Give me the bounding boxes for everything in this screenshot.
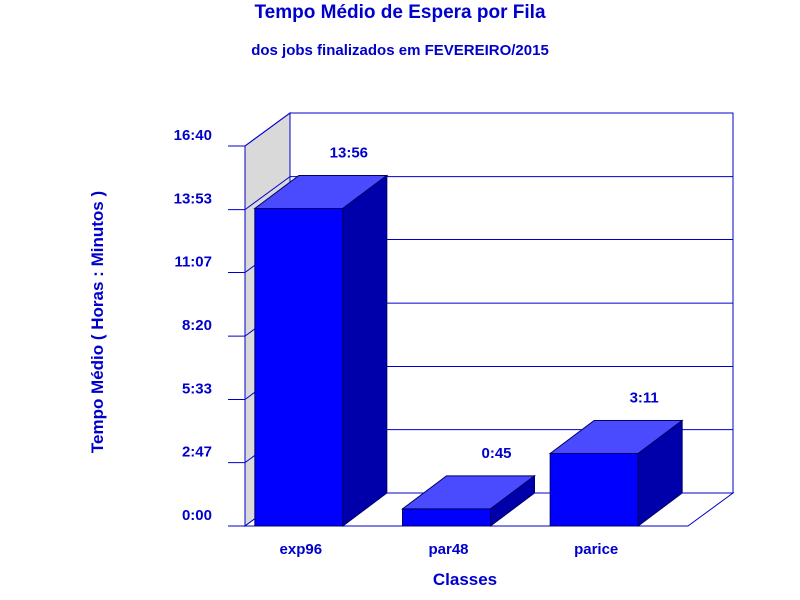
x-tick-label: exp96: [280, 541, 323, 558]
y-tick-label: 8:20: [182, 317, 212, 334]
y-tick-label: 5:33: [182, 380, 212, 397]
bar-front: [254, 207, 344, 527]
chart-subtitle: dos jobs finalizados em FEVEREIRO/2015: [251, 42, 549, 59]
data-label: 13:56: [330, 144, 368, 161]
y-tick-label: 16:40: [174, 127, 212, 144]
y-tick-label: 13:53: [174, 191, 212, 208]
data-label: 3:11: [630, 390, 659, 407]
bar-exp96: [253, 174, 389, 527]
bar-par48: [401, 474, 536, 527]
bar-side: [342, 174, 388, 527]
y-tick-label: 11:07: [174, 254, 212, 271]
gridline-side: [244, 176, 291, 211]
chart-title: Tempo Médio de Espera por Fila: [254, 2, 546, 23]
bar-side: [637, 419, 683, 527]
bar-front: [549, 453, 639, 527]
y-axis-ticks: 0:00 2:47 5:33 8:20 11:07 13:53 16:40: [174, 127, 245, 527]
bar-front: [402, 508, 491, 527]
x-tick-label: par48: [428, 541, 468, 558]
x-axis-label: Classes: [432, 570, 498, 589]
gridline-side: [244, 112, 291, 147]
bar-side: [490, 474, 535, 527]
y-tick-label: 0:00: [182, 507, 212, 524]
data-label: 0:45: [481, 445, 511, 462]
y-tick-label: 2:47: [182, 444, 212, 461]
x-tick-label: parice: [574, 541, 618, 558]
bars: [253, 174, 684, 527]
bar-parice: [548, 419, 684, 527]
bar-labels: 13:56 exp96 0:45 par48 3:11 parice: [280, 144, 659, 558]
